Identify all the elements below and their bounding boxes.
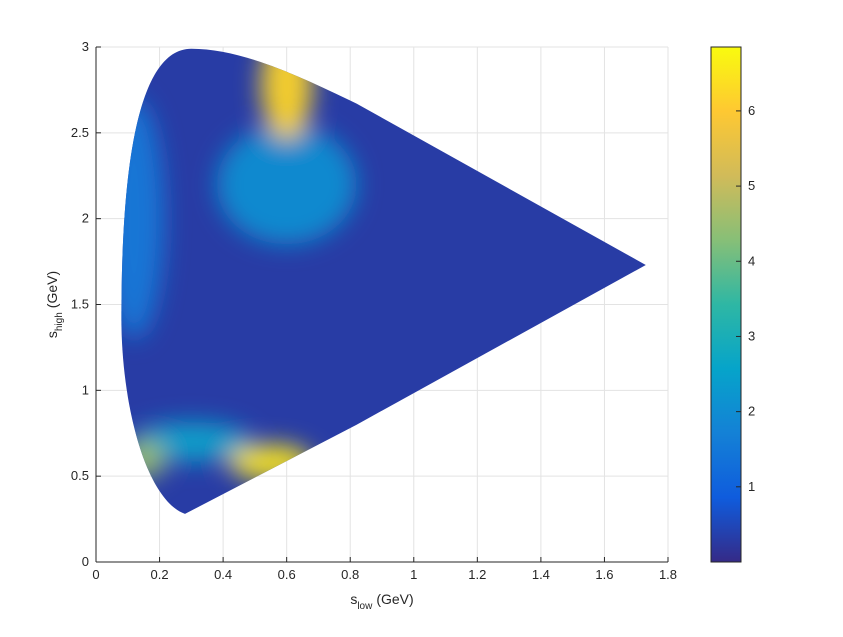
colorbar: 1 2 3 4 5 6: [710, 46, 755, 563]
hotspot-bottom-left-resonance: [121, 439, 166, 479]
colorbar-tick-label: 4: [748, 253, 755, 268]
y-tick-label: 0.5: [71, 468, 89, 483]
x-tick-label: 1.8: [659, 567, 677, 582]
x-tick-label: 0.8: [341, 567, 359, 582]
x-tick-label: 1: [410, 567, 417, 582]
plot-area: [121, 48, 646, 514]
x-tick-label: 1.6: [595, 567, 613, 582]
y-axis-label-unit: (GeV): [44, 271, 60, 308]
x-tick-label: 0.4: [214, 567, 232, 582]
x-axis-label-unit: (GeV): [376, 591, 413, 607]
y-tick-label: 3: [82, 39, 89, 54]
y-axis-label-main: s: [44, 331, 60, 338]
colorbar-tick-label: 3: [748, 328, 755, 343]
x-axis-label-main: s: [350, 591, 357, 607]
x-tick-label: 1.4: [532, 567, 550, 582]
hotspot-upper-band: [216, 124, 357, 245]
x-tick-label: 0.2: [151, 567, 169, 582]
colorbar-frame: [710, 46, 742, 563]
y-tick-label: 0: [82, 554, 89, 569]
colorbar-tick-label: 1: [748, 479, 755, 494]
hotspot-top-resonance: [260, 48, 313, 140]
x-tick-label: 1.2: [468, 567, 486, 582]
y-tick-label: 1.5: [71, 297, 89, 312]
x-axis-label: slow (GeV): [350, 591, 413, 612]
y-axis-label-sub: high: [54, 312, 65, 331]
y-axis-label-group: shigh (GeV): [44, 271, 65, 338]
colorbar-gradient: [711, 47, 741, 562]
x-axis-label-sub: low: [357, 601, 373, 612]
colorbar-tick-label: 5: [748, 178, 755, 193]
hotspot-left-edge-band: [121, 98, 165, 339]
hotspot-bottom-right-resonance: [228, 444, 313, 481]
axes: 0 0.2 0.4 0.6 0.8 1 1.2 1.4 1.6 1.8 0 0.5 1 1.5 2 2.5 3 s…: [44, 39, 677, 612]
y-tick-label: 2.5: [71, 125, 89, 140]
x-tick-label: 0: [92, 567, 99, 582]
colorbar-tick-label: 2: [748, 404, 755, 419]
x-tick-label: 0.6: [278, 567, 296, 582]
colorbar-tick-label: 6: [748, 103, 755, 118]
y-tick-label: 2: [82, 211, 89, 226]
y-tick-label: 1: [82, 382, 89, 397]
y-axis-label: shigh (GeV): [44, 271, 65, 338]
